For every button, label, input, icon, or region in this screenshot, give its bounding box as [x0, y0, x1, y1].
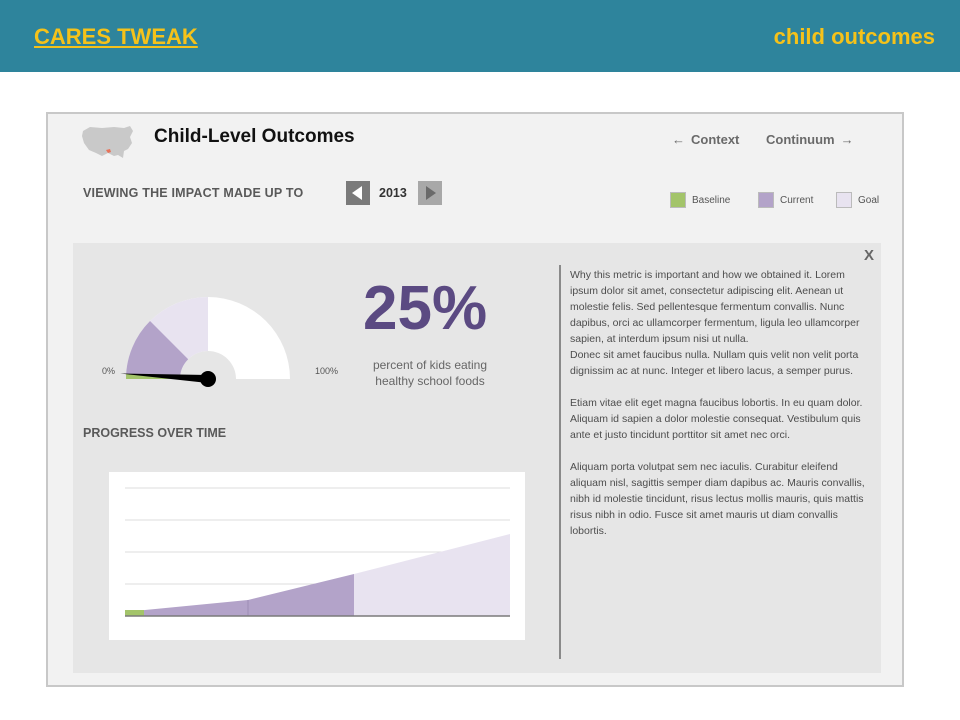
gauge-svg — [120, 297, 290, 387]
progress-chart-svg — [125, 487, 510, 617]
baseline-swatch — [670, 192, 686, 208]
legend-goal: Goal — [836, 192, 879, 208]
us-map-icon — [82, 126, 133, 158]
explanation-paragraph-1: Why this metric is important and how we … — [570, 269, 860, 345]
gauge-needle — [120, 373, 209, 383]
viewing-label: VIEWING THE IMPACT MADE UP TO — [83, 186, 304, 200]
current-area — [125, 574, 354, 616]
arrow-left-icon: ← — [672, 132, 685, 147]
baseline-area — [125, 610, 144, 616]
brand-link[interactable]: CARES TWEAK — [34, 24, 198, 49]
gauge-current-arc — [126, 321, 189, 379]
section-title: child outcomes — [773, 24, 935, 49]
progress-chart — [109, 472, 525, 640]
content-frame: Child-Level Outcomes ← Context Continuum… — [46, 112, 904, 687]
legend-goal-label: Goal — [858, 194, 880, 206]
explanation-paragraph-2: Etiam vitae elit eget magna faucibus lob… — [570, 397, 863, 441]
continuum-link-label: Continuum — [766, 132, 835, 147]
gauge-min-label: 0% — [102, 366, 116, 376]
arrow-right-icon: → — [840, 132, 854, 147]
legend-current: Current — [758, 192, 813, 208]
previous-year-button[interactable] — [346, 181, 370, 205]
next-year-button[interactable] — [418, 181, 442, 205]
context-link[interactable]: ← Context — [672, 132, 739, 147]
page-title: Child-Level Outcomes — [154, 126, 355, 147]
top-banner: CARES TWEAK child outcomes — [0, 0, 960, 72]
goal-swatch — [836, 192, 852, 208]
metric-value: 25% — [363, 274, 488, 343]
explanation-paragraph-1b: Donec sit amet faucibus nulla. Nullam qu… — [570, 349, 859, 377]
year-value: 2013 — [379, 186, 407, 200]
progress-title: PROGRESS OVER TIME — [83, 426, 227, 440]
current-swatch — [758, 192, 774, 208]
legend-current-label: Current — [780, 194, 814, 206]
goal-area — [354, 534, 510, 616]
panel-divider — [559, 265, 561, 659]
metric-caption-line1: percent of kids eating — [372, 358, 488, 372]
metric-panel: X 0% 100% 25% percent of kids eating hea… — [73, 243, 881, 673]
explanation-paragraph: Why this metric is important and how we … — [570, 267, 870, 379]
close-icon[interactable]: X — [863, 247, 874, 264]
metric-caption-line2: healthy school foods — [375, 374, 485, 388]
context-link-label: Context — [691, 132, 740, 147]
explanation-paragraph-3: Aliquam porta volutpat sem nec iaculis. … — [570, 461, 865, 537]
legend-baseline-label: Baseline — [692, 194, 731, 206]
continuum-link[interactable]: Continuum → — [766, 132, 854, 147]
gauge-pivot — [200, 371, 216, 387]
metric-caption: percent of kids eating healthy school fo… — [345, 357, 515, 389]
legend-baseline: Baseline — [670, 192, 730, 208]
gauge-max-label: 100% — [315, 366, 339, 376]
metric-explanation: Why this metric is important and how we … — [570, 267, 870, 555]
gauge: 0% 100% — [98, 283, 338, 393]
